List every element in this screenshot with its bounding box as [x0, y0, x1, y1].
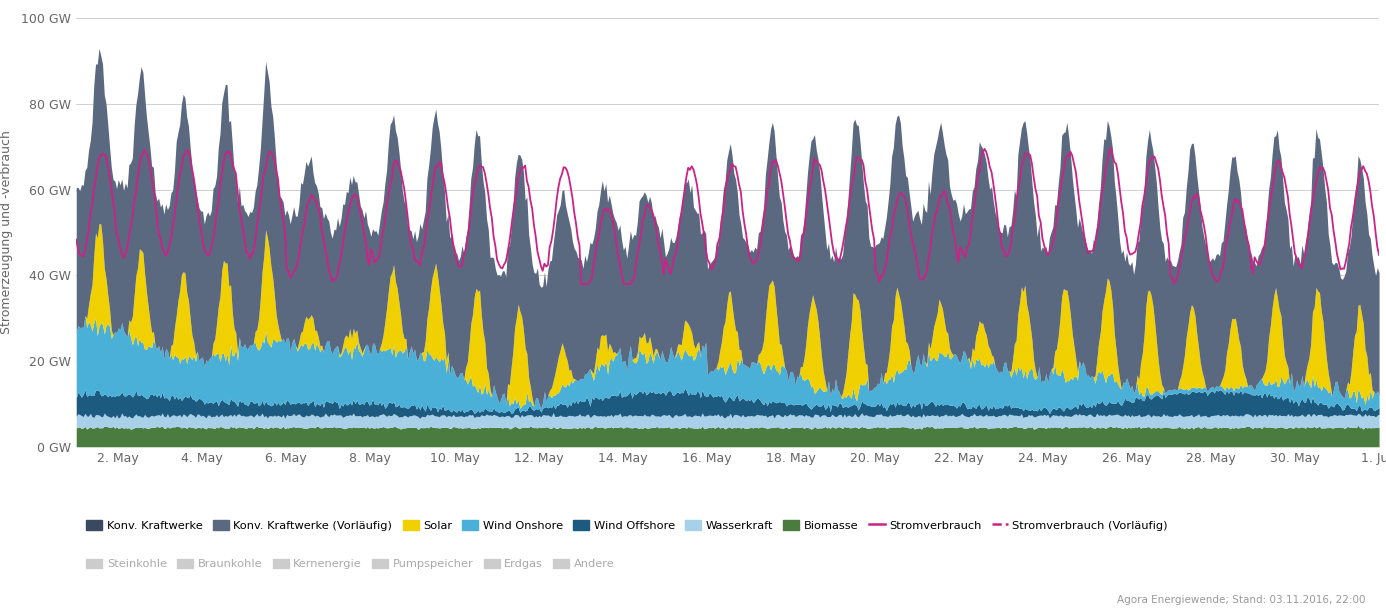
- Y-axis label: Stromerzeugung und -verbrauch: Stromerzeugung und -verbrauch: [0, 130, 12, 335]
- Legend: Steinkohle, Braunkohle, Kernenergie, Pumpspeicher, Erdgas, Andere: Steinkohle, Braunkohle, Kernenergie, Pum…: [82, 554, 620, 574]
- Text: Agora Energiewende; Stand: 03.11.2016, 22:00: Agora Energiewende; Stand: 03.11.2016, 2…: [1117, 595, 1365, 605]
